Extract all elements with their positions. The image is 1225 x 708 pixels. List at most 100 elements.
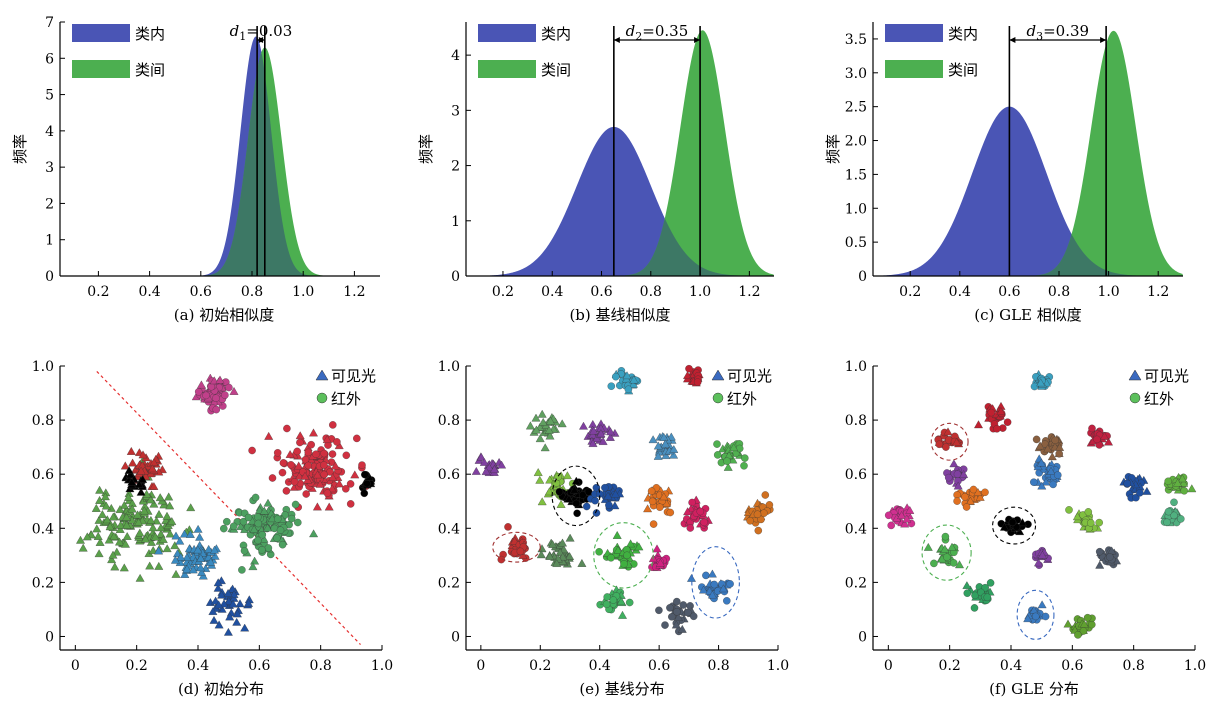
visible-point [1072,512,1082,521]
visible-point [225,612,235,621]
visible-point [531,413,541,422]
infrared-point [961,493,969,501]
infrared-point [328,450,337,458]
infrared-point [582,502,591,511]
infrared-point [666,508,675,517]
visible-point [93,531,103,540]
infrared-point [1079,627,1088,635]
x-tick-label: 0.6 [1061,658,1083,674]
visible-point [1100,431,1109,440]
visible-point [350,470,360,479]
visible-point [223,627,233,636]
infrared-point [625,598,634,607]
infrared-point [361,470,369,479]
visible-point [577,558,587,567]
visible-point [589,426,599,435]
visible-point [119,563,129,572]
infrared-point [710,580,719,589]
visible-point [905,505,915,514]
visible-point [497,460,507,469]
infrared-point [963,589,972,597]
x-tick-label: 0.6 [590,284,612,300]
visible-point [629,375,639,384]
infrared-point [647,487,656,495]
density-area-inter [466,30,774,277]
visible-point [94,515,104,524]
infrared-point [353,434,361,443]
visible-point [611,489,620,498]
y-tick-label: 2.0 [845,134,867,150]
infrared-point [358,461,366,469]
infrared-point [273,449,282,457]
panel-caption: (c) GLE 相似度 [974,306,1082,324]
infrared-point [1106,553,1114,561]
infrared-point [887,521,895,530]
infrared-point [713,451,722,459]
x-tick-label: 0 [884,658,893,674]
infrared-point [254,536,262,545]
infrared-point [320,461,328,469]
infrared-point [689,612,698,621]
arrow-head [613,37,620,43]
infrared-point [607,382,616,390]
visible-point [115,537,124,546]
x-tick-label: 0.8 [310,658,332,674]
infrared-point [281,511,289,519]
infrared-point [987,408,996,417]
visible-point [229,386,239,395]
visible-point [186,503,196,512]
visible-point [100,492,110,501]
visible-point [949,459,959,468]
infrared-point [1170,498,1178,507]
visible-point [659,433,669,441]
infrared-point [713,440,721,448]
visible-point [196,563,206,572]
infrared-point [1031,612,1040,621]
infrared-point [212,405,221,414]
legend-label: 可见光 [727,367,772,385]
legend-circle-icon [712,392,724,404]
visible-point [897,511,907,519]
visible-point [545,475,555,484]
visible-point [214,620,224,629]
y-tick-label: 0.4 [438,521,460,537]
visible-point [248,562,258,571]
visible-point [108,512,118,521]
visible-point [185,530,195,538]
infrared-point [220,524,228,533]
legend-swatch-inter [478,60,536,78]
legend-label: 红外 [727,390,757,408]
infrared-point [304,461,313,470]
visible-point [240,623,250,632]
y-tick-label: 3 [45,160,54,176]
visible-point [975,492,985,501]
cluster-highlight [492,531,541,563]
panel-caption: (d) 初始分布 [178,680,264,698]
y-tick-label: 0.8 [438,413,460,429]
infrared-point [666,604,674,612]
infrared-point [248,446,256,455]
visible-point [196,553,206,562]
infrared-point [993,425,1001,433]
visible-point [1041,477,1051,486]
infrared-point [342,451,351,460]
visible-point [962,581,972,589]
infrared-point [258,546,266,554]
y-axis-label: 频率 [824,134,842,164]
visible-point [588,439,598,447]
infrared-point [686,602,694,610]
visible-point [149,482,159,490]
visible-point [902,514,912,523]
visible-point [1047,452,1057,461]
visible-point [537,409,547,418]
infrared-point [607,554,615,562]
infrared-point [930,559,938,568]
infrared-point [1163,518,1171,527]
infrared-point [244,513,253,522]
visible-point [900,519,910,528]
cluster-highlight [593,522,654,589]
infrared-point [1087,519,1095,527]
infrared-point [1051,436,1059,445]
visible-point [123,492,133,501]
